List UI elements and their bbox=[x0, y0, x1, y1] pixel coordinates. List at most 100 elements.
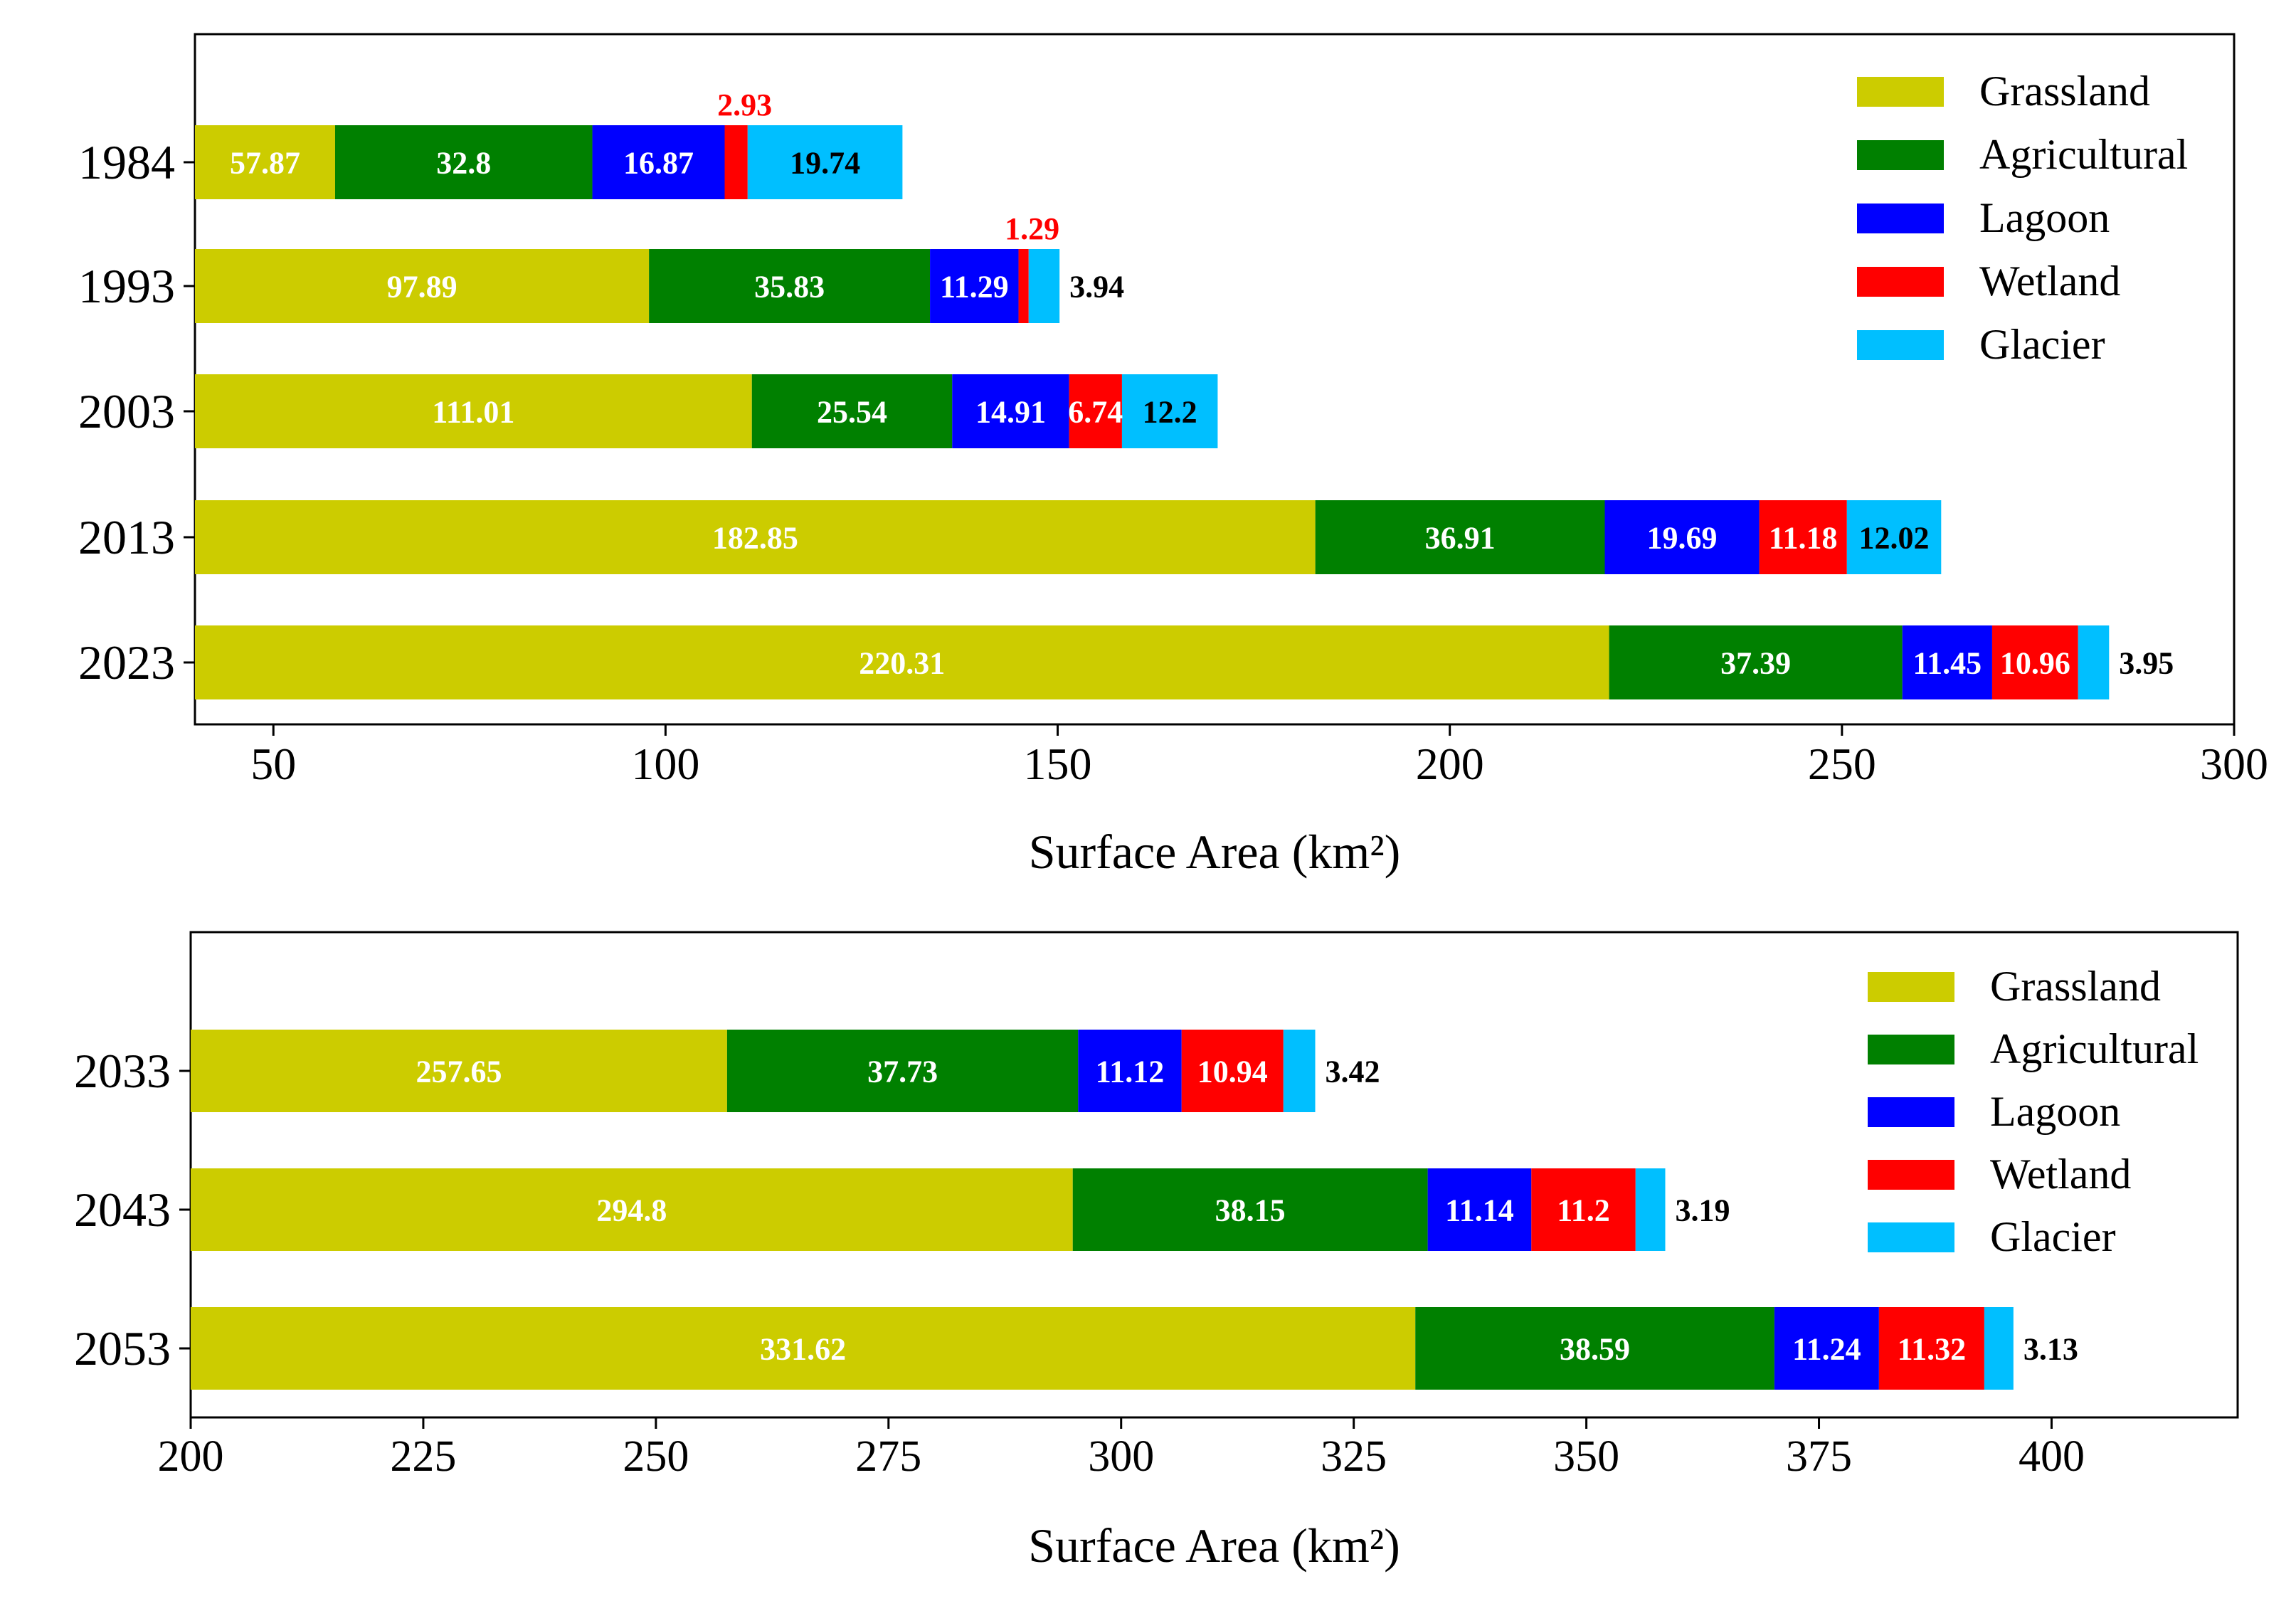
bar-segment-lagoon bbox=[1427, 1168, 1532, 1251]
y-tick-label: 2043 bbox=[74, 1183, 171, 1237]
bar-segment-glacier bbox=[747, 125, 903, 199]
data-label-wetland: 11.2 bbox=[1557, 1193, 1610, 1227]
data-label-agricultural: 37.73 bbox=[867, 1054, 938, 1089]
bar-segment-glacier bbox=[1984, 1307, 2014, 1390]
legend-label-agricultural: Agricultural bbox=[1979, 131, 2188, 178]
y-tick-label: 2033 bbox=[74, 1044, 171, 1098]
data-label-glacier: 3.94 bbox=[1069, 269, 1124, 304]
data-label-agricultural: 36.91 bbox=[1425, 520, 1496, 555]
x-tick-label: 225 bbox=[390, 1432, 456, 1481]
data-label-grassland: 182.85 bbox=[712, 520, 798, 555]
bar-segment-wetland bbox=[1878, 1307, 1984, 1390]
x-tick-label: 200 bbox=[1416, 739, 1484, 789]
legend-swatch-grassland bbox=[1857, 77, 1944, 107]
legend-swatch-wetland bbox=[1857, 267, 1944, 297]
x-tick-label: 275 bbox=[855, 1432, 921, 1481]
bar-segment-glacier bbox=[1635, 1168, 1666, 1251]
chart-panel-2: 200 225 250 275 300 325 350 375 400 Surface Area … bbox=[74, 931, 2239, 1573]
data-label-grassland: 257.65 bbox=[416, 1054, 502, 1089]
legend-swatch-agricultural bbox=[1868, 1035, 1954, 1064]
bar-segment-wetland bbox=[724, 125, 748, 199]
bar-segment-agricultural bbox=[649, 249, 931, 323]
bar-segment-grassland bbox=[195, 625, 1609, 699]
data-label-wetland: 10.94 bbox=[1197, 1054, 1268, 1089]
y-tick-label: 1984 bbox=[78, 135, 175, 189]
x-axis-label: Surface Area (km²) bbox=[1029, 825, 1401, 879]
bar-segment-glacier bbox=[2078, 625, 2110, 699]
legend-swatch-glacier bbox=[1857, 330, 1944, 360]
x-tick-label: 250 bbox=[1808, 739, 1876, 789]
bar-segment-agricultural bbox=[751, 374, 953, 448]
data-label-wetland: 2.93 bbox=[717, 88, 772, 122]
bar-segment-grassland bbox=[191, 1307, 1416, 1390]
bar-segment-lagoon bbox=[592, 125, 725, 199]
data-label-grassland: 111.01 bbox=[432, 394, 514, 429]
bar-segment-agricultural bbox=[1415, 1307, 1774, 1390]
data-label-lagoon: 11.14 bbox=[1445, 1193, 1514, 1227]
data-label-agricultural: 38.15 bbox=[1215, 1193, 1286, 1227]
data-label-wetland: 10.96 bbox=[2000, 645, 2070, 680]
legend-label-glacier: Glacier bbox=[1990, 1213, 2116, 1260]
data-label-glacier: 3.13 bbox=[2023, 1331, 2078, 1366]
bar-segment-grassland bbox=[195, 249, 650, 323]
bar-segment-wetland bbox=[1991, 625, 2078, 699]
bar-segment-wetland bbox=[1531, 1168, 1636, 1251]
bar-segment-lagoon bbox=[1604, 500, 1760, 574]
bar-segment-agricultural bbox=[334, 125, 593, 199]
y-tick-label: 2013 bbox=[78, 510, 175, 564]
bar-segment-glacier bbox=[1028, 249, 1060, 323]
bar-segment-grassland bbox=[191, 1168, 1073, 1251]
data-label-glacier: 3.19 bbox=[1675, 1193, 1730, 1227]
bar-segment-grassland bbox=[195, 374, 752, 448]
legend-swatch-grassland bbox=[1868, 972, 1954, 1002]
y-tick-label: 2053 bbox=[74, 1321, 171, 1375]
bar-segment-lagoon bbox=[1774, 1307, 1879, 1390]
bar-segment-grassland bbox=[195, 125, 335, 199]
bar-segment-agricultural bbox=[726, 1030, 1079, 1112]
data-label-wetland: 1.29 bbox=[1005, 211, 1059, 246]
data-label-agricultural: 37.39 bbox=[1720, 645, 1791, 680]
y-tick-label: 1993 bbox=[78, 259, 175, 313]
data-label-glacier: 12.2 bbox=[1143, 394, 1197, 429]
data-label-glacier: 12.02 bbox=[1859, 520, 1930, 555]
data-label-grassland: 294.8 bbox=[596, 1193, 667, 1227]
data-label-grassland: 57.87 bbox=[230, 145, 300, 180]
data-label-wetland: 11.32 bbox=[1898, 1331, 1967, 1366]
bar-segment-grassland bbox=[191, 1030, 727, 1112]
x-tick-label: 400 bbox=[2019, 1432, 2085, 1481]
data-label-glacier: 3.42 bbox=[1326, 1054, 1380, 1089]
legend-swatch-wetland bbox=[1868, 1160, 1954, 1190]
x-tick-label: 300 bbox=[1088, 1432, 1154, 1481]
data-label-agricultural: 32.8 bbox=[436, 145, 491, 180]
data-label-grassland: 331.62 bbox=[760, 1331, 846, 1366]
x-axis-label: Surface Area (km²) bbox=[1028, 1518, 1400, 1573]
bar-segment-lagoon bbox=[952, 374, 1069, 448]
data-label-agricultural: 38.59 bbox=[1560, 1331, 1630, 1366]
data-label-agricultural: 25.54 bbox=[817, 394, 887, 429]
bar-segment-wetland bbox=[1759, 500, 1847, 574]
data-label-lagoon: 11.12 bbox=[1096, 1054, 1165, 1089]
data-label-lagoon: 11.45 bbox=[1913, 645, 1982, 680]
x-tick-label: 150 bbox=[1024, 739, 1092, 789]
data-label-grassland: 220.31 bbox=[859, 645, 945, 680]
data-label-lagoon: 11.24 bbox=[1792, 1331, 1861, 1366]
legend-label-grassland: Grassland bbox=[1990, 963, 2161, 1010]
x-tick-label: 350 bbox=[1553, 1432, 1619, 1481]
x-tick-label: 200 bbox=[158, 1432, 224, 1481]
data-label-lagoon: 16.87 bbox=[623, 145, 694, 180]
legend-label-wetland: Wetland bbox=[1979, 258, 2120, 305]
bar-segment-glacier bbox=[1283, 1030, 1316, 1112]
bar-segment-lagoon bbox=[930, 249, 1019, 323]
data-label-wetland: 11.18 bbox=[1769, 520, 1838, 555]
bar-segment-wetland bbox=[1181, 1030, 1284, 1112]
data-label-lagoon: 19.69 bbox=[1647, 520, 1718, 555]
legend-swatch-lagoon bbox=[1868, 1097, 1954, 1127]
legend-label-lagoon: Lagoon bbox=[1990, 1088, 2120, 1135]
chart-panel-1: 50 100 150 200 250 300 Surface Area (km²) 1984 5… bbox=[78, 33, 2268, 879]
legend-label-grassland: Grassland bbox=[1979, 68, 2150, 115]
bar-segment-agricultural bbox=[1315, 500, 1605, 574]
bar-segment-wetland bbox=[1018, 249, 1029, 323]
bar-segment-grassland bbox=[195, 500, 1316, 574]
